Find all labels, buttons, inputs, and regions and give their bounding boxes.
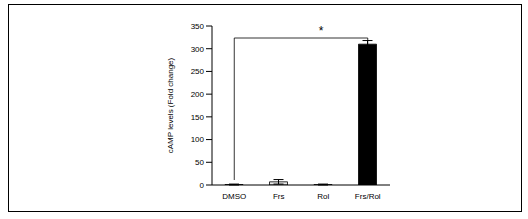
- svg-text:*: *: [319, 24, 324, 38]
- svg-text:100: 100: [191, 135, 205, 144]
- svg-text:cAMP levels (Fold change): cAMP levels (Fold change): [166, 57, 175, 153]
- svg-text:200: 200: [191, 90, 205, 99]
- svg-text:50: 50: [195, 158, 204, 167]
- svg-text:Frs: Frs: [273, 192, 285, 201]
- svg-text:0: 0: [200, 181, 205, 190]
- svg-text:150: 150: [191, 113, 205, 122]
- svg-text:Frs/Rol: Frs/Rol: [355, 192, 381, 201]
- svg-text:DMSO: DMSO: [222, 192, 246, 201]
- svg-text:350: 350: [191, 22, 205, 31]
- svg-text:300: 300: [191, 45, 205, 54]
- svg-text:250: 250: [191, 67, 205, 76]
- svg-text:Rol: Rol: [317, 192, 329, 201]
